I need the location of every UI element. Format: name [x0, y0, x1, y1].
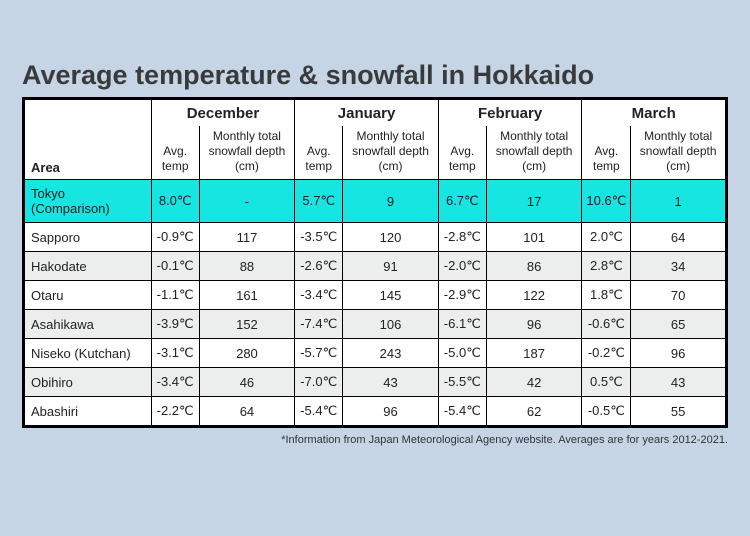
cell-snow: 42 — [486, 368, 582, 397]
header-month-feb: February — [438, 99, 582, 127]
cell-temp: -5.4℃ — [295, 397, 343, 427]
cell-snow: 187 — [486, 339, 582, 368]
cell-snow: 9 — [343, 180, 439, 223]
cell-snow: 145 — [343, 281, 439, 310]
climate-table: Area December January February March Avg… — [22, 97, 728, 428]
cell-temp: -1.1℃ — [151, 281, 199, 310]
header-temp: Avg. temp — [151, 126, 199, 180]
cell-snow: 86 — [486, 252, 582, 281]
cell-temp: -2.8℃ — [438, 223, 486, 252]
table-row: Asahikawa-3.9℃152-7.4℃106-6.1℃96-0.6℃65 — [24, 310, 727, 339]
cell-temp: -2.9℃ — [438, 281, 486, 310]
cell-temp: -5.5℃ — [438, 368, 486, 397]
header-snow: Monthly total snowfall depth (cm) — [199, 126, 295, 180]
cell-snow: 88 — [199, 252, 295, 281]
cell-area: Obihiro — [24, 368, 152, 397]
cell-temp: -5.4℃ — [438, 397, 486, 427]
cell-snow: 34 — [631, 252, 727, 281]
cell-snow: 64 — [631, 223, 727, 252]
cell-area: Tokyo (Comparison) — [24, 180, 152, 223]
cell-temp: -0.2℃ — [582, 339, 631, 368]
cell-temp: -0.1℃ — [151, 252, 199, 281]
cell-snow: 17 — [486, 180, 582, 223]
cell-snow: 70 — [631, 281, 727, 310]
header-month-mar: March — [582, 99, 727, 127]
cell-temp: 0.5℃ — [582, 368, 631, 397]
cell-temp: -7.4℃ — [295, 310, 343, 339]
cell-snow: 65 — [631, 310, 727, 339]
cell-temp: 1.8℃ — [582, 281, 631, 310]
header-snow: Monthly total snowfall depth (cm) — [631, 126, 727, 180]
cell-temp: 6.7℃ — [438, 180, 486, 223]
cell-temp: -3.9℃ — [151, 310, 199, 339]
cell-temp: -0.6℃ — [582, 310, 631, 339]
cell-snow: 55 — [631, 397, 727, 427]
footnote: *Information from Japan Meteorological A… — [22, 434, 728, 446]
cell-temp: -3.4℃ — [151, 368, 199, 397]
cell-snow: 46 — [199, 368, 295, 397]
table-body: Tokyo (Comparison)8.0℃-5.7℃96.7℃1710.6℃1… — [24, 180, 727, 427]
cell-snow: 1 — [631, 180, 727, 223]
header-temp: Avg. temp — [295, 126, 343, 180]
header-snow: Monthly total snowfall depth (cm) — [343, 126, 439, 180]
cell-snow: 43 — [343, 368, 439, 397]
cell-snow: 91 — [343, 252, 439, 281]
cell-temp: -7.0℃ — [295, 368, 343, 397]
cell-snow: 280 — [199, 339, 295, 368]
cell-snow: - — [199, 180, 295, 223]
cell-snow: 96 — [343, 397, 439, 427]
cell-temp: -5.7℃ — [295, 339, 343, 368]
cell-temp: -3.4℃ — [295, 281, 343, 310]
cell-temp: -2.0℃ — [438, 252, 486, 281]
header-area: Area — [24, 99, 152, 180]
header-temp: Avg. temp — [582, 126, 631, 180]
cell-snow: 106 — [343, 310, 439, 339]
table-row: Abashiri-2.2℃64-5.4℃96-5.4℃62-0.5℃55 — [24, 397, 727, 427]
cell-area: Niseko (Kutchan) — [24, 339, 152, 368]
cell-temp: -0.5℃ — [582, 397, 631, 427]
table-row: Hakodate-0.1℃88-2.6℃91-2.0℃862.8℃34 — [24, 252, 727, 281]
cell-snow: 43 — [631, 368, 727, 397]
cell-temp: 8.0℃ — [151, 180, 199, 223]
cell-snow: 122 — [486, 281, 582, 310]
cell-snow: 117 — [199, 223, 295, 252]
header-month-dec: December — [151, 99, 295, 127]
header-snow: Monthly total snowfall depth (cm) — [486, 126, 582, 180]
table-row: Otaru-1.1℃161-3.4℃145-2.9℃1221.8℃70 — [24, 281, 727, 310]
cell-snow: 243 — [343, 339, 439, 368]
cell-temp: -5.0℃ — [438, 339, 486, 368]
cell-temp: -3.1℃ — [151, 339, 199, 368]
cell-snow: 152 — [199, 310, 295, 339]
table-row: Niseko (Kutchan)-3.1℃280-5.7℃243-5.0℃187… — [24, 339, 727, 368]
cell-area: Sapporo — [24, 223, 152, 252]
cell-snow: 161 — [199, 281, 295, 310]
cell-temp: 5.7℃ — [295, 180, 343, 223]
cell-snow: 62 — [486, 397, 582, 427]
table-row: Obihiro-3.4℃46-7.0℃43-5.5℃420.5℃43 — [24, 368, 727, 397]
cell-temp: -2.2℃ — [151, 397, 199, 427]
page-title: Average temperature & snowfall in Hokkai… — [22, 60, 728, 91]
cell-snow: 96 — [631, 339, 727, 368]
cell-area: Asahikawa — [24, 310, 152, 339]
table-header: Area December January February March Avg… — [24, 99, 727, 180]
cell-area: Otaru — [24, 281, 152, 310]
cell-temp: -6.1℃ — [438, 310, 486, 339]
cell-temp: -0.9℃ — [151, 223, 199, 252]
cell-snow: 64 — [199, 397, 295, 427]
cell-area: Abashiri — [24, 397, 152, 427]
cell-area: Hakodate — [24, 252, 152, 281]
table-row: Tokyo (Comparison)8.0℃-5.7℃96.7℃1710.6℃1 — [24, 180, 727, 223]
header-month-jan: January — [295, 99, 439, 127]
table-row: Sapporo-0.9℃117-3.5℃120-2.8℃1012.0℃64 — [24, 223, 727, 252]
cell-temp: -3.5℃ — [295, 223, 343, 252]
cell-snow: 96 — [486, 310, 582, 339]
cell-temp: 2.8℃ — [582, 252, 631, 281]
cell-snow: 101 — [486, 223, 582, 252]
header-temp: Avg. temp — [438, 126, 486, 180]
cell-temp: 2.0℃ — [582, 223, 631, 252]
cell-temp: -2.6℃ — [295, 252, 343, 281]
cell-temp: 10.6℃ — [582, 180, 631, 223]
cell-snow: 120 — [343, 223, 439, 252]
